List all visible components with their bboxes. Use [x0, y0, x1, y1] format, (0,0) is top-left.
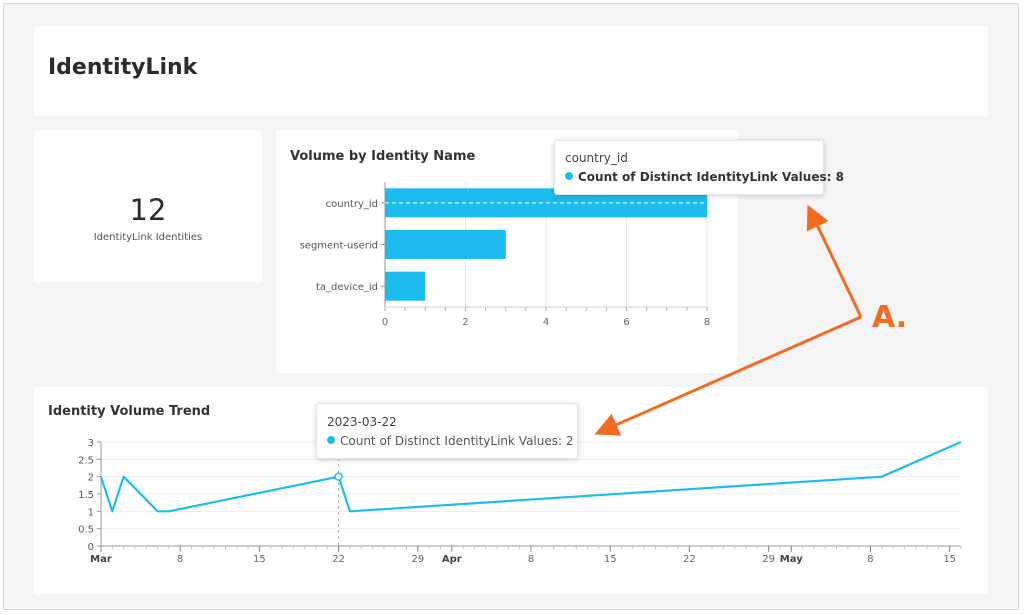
y-tick-label: ta_device_id: [316, 282, 378, 293]
bar: [385, 271, 426, 301]
bar-chart-title: Volume by Identity Name: [290, 149, 476, 164]
kpi-panel[interactable]: 12 IdentityLink Identities: [34, 130, 262, 282]
x-tick-label: 22: [332, 554, 345, 565]
kpi-value: 12: [129, 193, 167, 227]
bar-chart[interactable]: 0 2 4 6 8 country_id segment-userid ta_device_i…: [276, 130, 738, 373]
bar: [385, 230, 506, 259]
x-tick-label: Apr: [442, 554, 462, 565]
tooltip-value: Count of Distinct IdentityLink Values: 8: [578, 170, 844, 184]
highlight-point: [334, 472, 343, 481]
tooltip-value-row: Count of Distinct IdentityLink Values: 8: [565, 170, 844, 184]
x-tick-label: 8: [867, 554, 873, 565]
x-tick-label: 15: [253, 554, 266, 565]
y-tick-label: 1: [88, 507, 94, 518]
x-tick-label: 29: [411, 554, 424, 565]
x-tick-label: 29: [762, 554, 775, 565]
x-tick-label: Mar: [90, 554, 112, 565]
trend-tooltip: 2023-03-22 Count of Distinct IdentityLin…: [316, 403, 578, 459]
y-tick-label: segment-userid: [300, 241, 378, 252]
line-chart[interactable]: 0 0.5 1 1.5 2 2.5 3 Mar 8 15 22 29 Apr 8 15 22 29 May 8 15: [34, 387, 988, 594]
x-tick-label: May: [780, 554, 803, 565]
x-tick-label: 4: [543, 317, 549, 328]
y-tick-label: 0: [88, 542, 94, 553]
y-tick-label: 1.5: [78, 490, 94, 501]
x-tick-label: 15: [943, 554, 956, 565]
x-tick-label: 8: [704, 317, 710, 328]
tooltip-value-row: Count of Distinct IdentityLink Values: 2: [327, 434, 574, 448]
x-tick-label: 22: [683, 554, 696, 565]
y-tick-label: 2.5: [78, 455, 94, 466]
trend-chart-title: Identity Volume Trend: [48, 404, 211, 419]
series-line: [99, 440, 962, 513]
y-tick-label: 0.5: [78, 525, 94, 536]
annotation-label: A.: [872, 300, 908, 335]
annotation-arrow-lower: [594, 315, 862, 436]
page-title: IdentityLink: [48, 55, 198, 80]
x-tick-label: 2: [462, 317, 468, 328]
tooltip-category: country_id: [565, 151, 628, 165]
x-tick-label: 8: [528, 554, 534, 565]
tooltip-date: 2023-03-22: [327, 415, 397, 429]
y-tick-label: 3: [88, 438, 94, 449]
title-panel: IdentityLink: [34, 26, 988, 116]
series-dot-icon: [565, 172, 573, 180]
tooltip-value: Count of Distinct IdentityLink Values: 2: [340, 434, 574, 448]
series-dot-icon: [327, 436, 335, 444]
y-tick-label: country_id: [326, 199, 378, 210]
bar-tooltip: country_id Count of Distinct IdentityLin…: [554, 140, 844, 195]
x-tick-label: 15: [604, 554, 617, 565]
kpi-label: IdentityLink Identities: [93, 232, 203, 243]
x-tick-label: 6: [623, 317, 629, 328]
x-tick-label: 0: [382, 317, 388, 328]
y-tick-label: 2: [88, 473, 94, 484]
x-tick-label: 8: [177, 554, 183, 565]
annotation-arrow-upper: [806, 204, 863, 318]
